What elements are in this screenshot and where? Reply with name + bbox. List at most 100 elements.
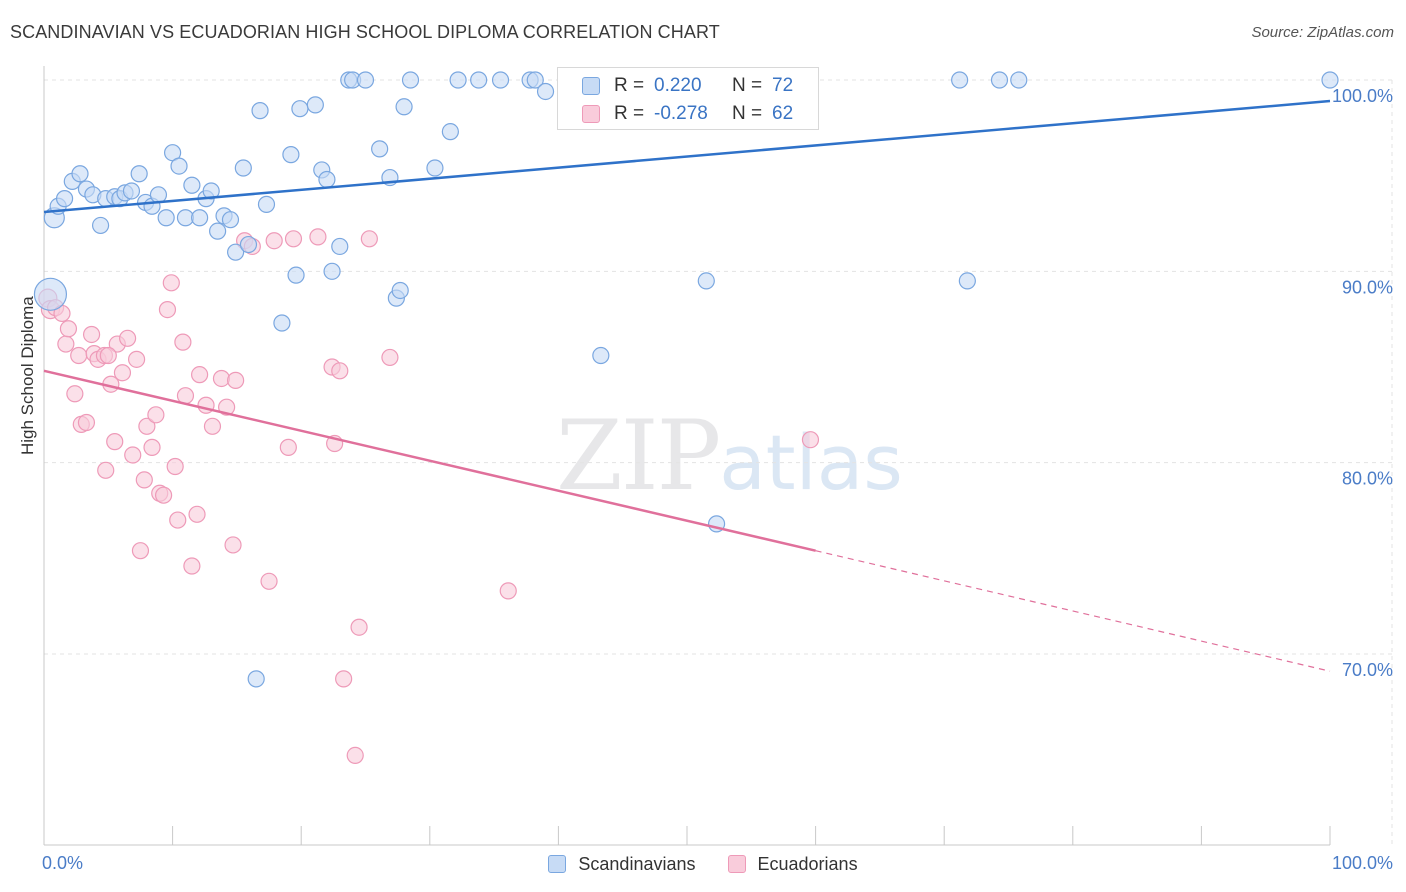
watermark: ZIPatlas xyxy=(556,400,903,512)
ecuadorian-point-9 xyxy=(77,413,96,432)
y-tick-label-90: 90.0% xyxy=(1342,277,1393,297)
ecuadorian-point-29 xyxy=(158,301,177,319)
ecuadorian-point-20 xyxy=(124,446,142,464)
ecuadorian-point-58 xyxy=(381,348,399,367)
scandinavian-point-54 xyxy=(441,123,459,141)
legend-label-scandinavians: Scandinavians xyxy=(578,853,696,874)
legend-n-label: N = xyxy=(732,75,763,96)
ecuadorian-point-54 xyxy=(335,670,353,688)
legend-r-label: R = xyxy=(614,75,645,96)
scandinavian-point-18 xyxy=(157,209,175,227)
scandinavian-point-71 xyxy=(1321,71,1339,89)
scandinavian-point-37 xyxy=(287,266,305,284)
scandinavian-point-60 xyxy=(536,82,555,101)
ecuadorian-point-5 xyxy=(59,320,78,338)
scandinavian-point-22 xyxy=(183,176,201,194)
source-label[interactable]: Source: ZipAtlas.com xyxy=(1251,24,1394,41)
stats-legend: R = 0.220 N = 72 R = -0.278 N = 62 xyxy=(557,67,819,130)
legend-r-value: 0.220 xyxy=(654,75,702,96)
y-tick-label-70: 70.0% xyxy=(1342,660,1393,680)
ecuadorian-point-57 xyxy=(360,230,378,248)
scandinavian-point-20 xyxy=(170,157,188,175)
ecuadorian-point-50 xyxy=(309,228,327,246)
ecuadorian-point-40 xyxy=(212,369,231,388)
y-tick-label-100: 100.0% xyxy=(1332,86,1393,106)
ecuadorian-trend-line xyxy=(43,369,816,552)
ecuadorian-point-16 xyxy=(106,433,124,451)
ecuadorian-point-55 xyxy=(346,746,364,765)
ecuadorian-point-18 xyxy=(113,364,132,382)
ecuadorian-point-47 xyxy=(265,232,283,250)
scandinavian-point-31 xyxy=(239,235,258,254)
ecuadorian-point-53 xyxy=(331,362,349,380)
ecuadorian-point-22 xyxy=(131,542,150,560)
ecuadorian-point-56 xyxy=(350,618,368,636)
scandinavian-point-13 xyxy=(122,182,141,200)
scandinavian-trend-line xyxy=(43,99,1331,214)
scandinavian-point-70 xyxy=(1010,71,1028,89)
ecuadorian-point-30 xyxy=(162,274,180,292)
scandinavian-point-30 xyxy=(234,159,252,177)
legend-n-value: 72 xyxy=(772,75,794,96)
ecuadorian-point-42 xyxy=(224,536,242,554)
scandinavian-point-34 xyxy=(257,195,276,213)
series-legend: Scandinavians Ecuadorians xyxy=(0,851,1406,877)
legend-n-value: 62 xyxy=(772,103,794,124)
ecuadorian-point-37 xyxy=(191,366,209,384)
ecuadorian-point-26 xyxy=(147,406,165,424)
scandinavian-point-0 xyxy=(33,277,68,311)
scandinavian-point-56 xyxy=(470,71,488,89)
x-tick-label-start: 0.0% xyxy=(42,853,83,873)
scandinavian-point-36 xyxy=(282,146,300,164)
ecuadorian-point-59 xyxy=(499,582,517,600)
scandinavian-point-59 xyxy=(526,71,544,89)
ecuadorian-point-33 xyxy=(174,333,192,351)
legend-row-ecuadorians: R = -0.278 N = 62 xyxy=(558,100,850,128)
scandinavian-point-47 xyxy=(371,140,389,158)
ecuadorian-point-25 xyxy=(143,438,161,456)
legend-swatch-ecuadorians xyxy=(582,105,600,123)
scandinavian-point-42 xyxy=(323,262,341,280)
ecuadorian-point-46 xyxy=(260,572,278,590)
x-tick-label-end: 100.0% xyxy=(1332,853,1393,873)
scandinavian-point-3 xyxy=(55,190,74,208)
scandinavian-point-55 xyxy=(449,71,467,89)
legend-item-scandinavians[interactable]: Scandinavians xyxy=(548,853,696,875)
ecuadorian-trend-extension xyxy=(815,550,1331,672)
scandinavian-point-35 xyxy=(273,314,291,332)
scandinavian-point-5 xyxy=(71,165,89,183)
scandinavian-point-14 xyxy=(130,165,148,183)
ecuadorian-point-7 xyxy=(70,346,88,365)
legend-swatch-scandinavians xyxy=(548,855,567,873)
y-axis-title: High School Diploma xyxy=(18,296,37,455)
ecuadorian-point-6 xyxy=(66,385,84,403)
scandinavian-point-8 xyxy=(91,216,110,235)
scandinavian-point-69 xyxy=(958,272,976,290)
scandinavian-point-53 xyxy=(426,159,444,177)
scandinavian-point-26 xyxy=(209,222,227,240)
ecuadorian-point-61 xyxy=(99,346,117,365)
legend-r-label: R = xyxy=(614,103,645,124)
ecuadorian-point-36 xyxy=(188,505,206,523)
ecuadorian-point-10 xyxy=(82,325,101,344)
scandinavian-point-41 xyxy=(318,170,336,189)
ecuadorian-point-43 xyxy=(227,371,245,389)
ecuadorian-point-21 xyxy=(127,350,146,368)
ecuadorian-point-14 xyxy=(97,461,115,479)
scandinavian-point-38 xyxy=(291,100,309,118)
scandinavian-point-23 xyxy=(191,209,209,227)
ecuadorian-point-32 xyxy=(169,511,187,529)
scandinavian-point-62 xyxy=(592,346,610,365)
ecuadorian-point-49 xyxy=(284,230,303,248)
scandinavian-point-67 xyxy=(951,71,969,89)
scandinavian-point-52 xyxy=(401,71,420,89)
legend-item-ecuadorians[interactable]: Ecuadorians xyxy=(727,854,858,875)
ecuadorian-point-24 xyxy=(138,417,156,435)
legend-r-value: -0.278 xyxy=(654,103,708,124)
ecuadorian-point-23 xyxy=(135,471,153,489)
ecuadorian-point-60 xyxy=(801,431,820,449)
scandinavian-point-32 xyxy=(247,670,265,688)
scandinavian-point-46 xyxy=(356,71,375,89)
scandinavian-point-50 xyxy=(391,281,409,300)
